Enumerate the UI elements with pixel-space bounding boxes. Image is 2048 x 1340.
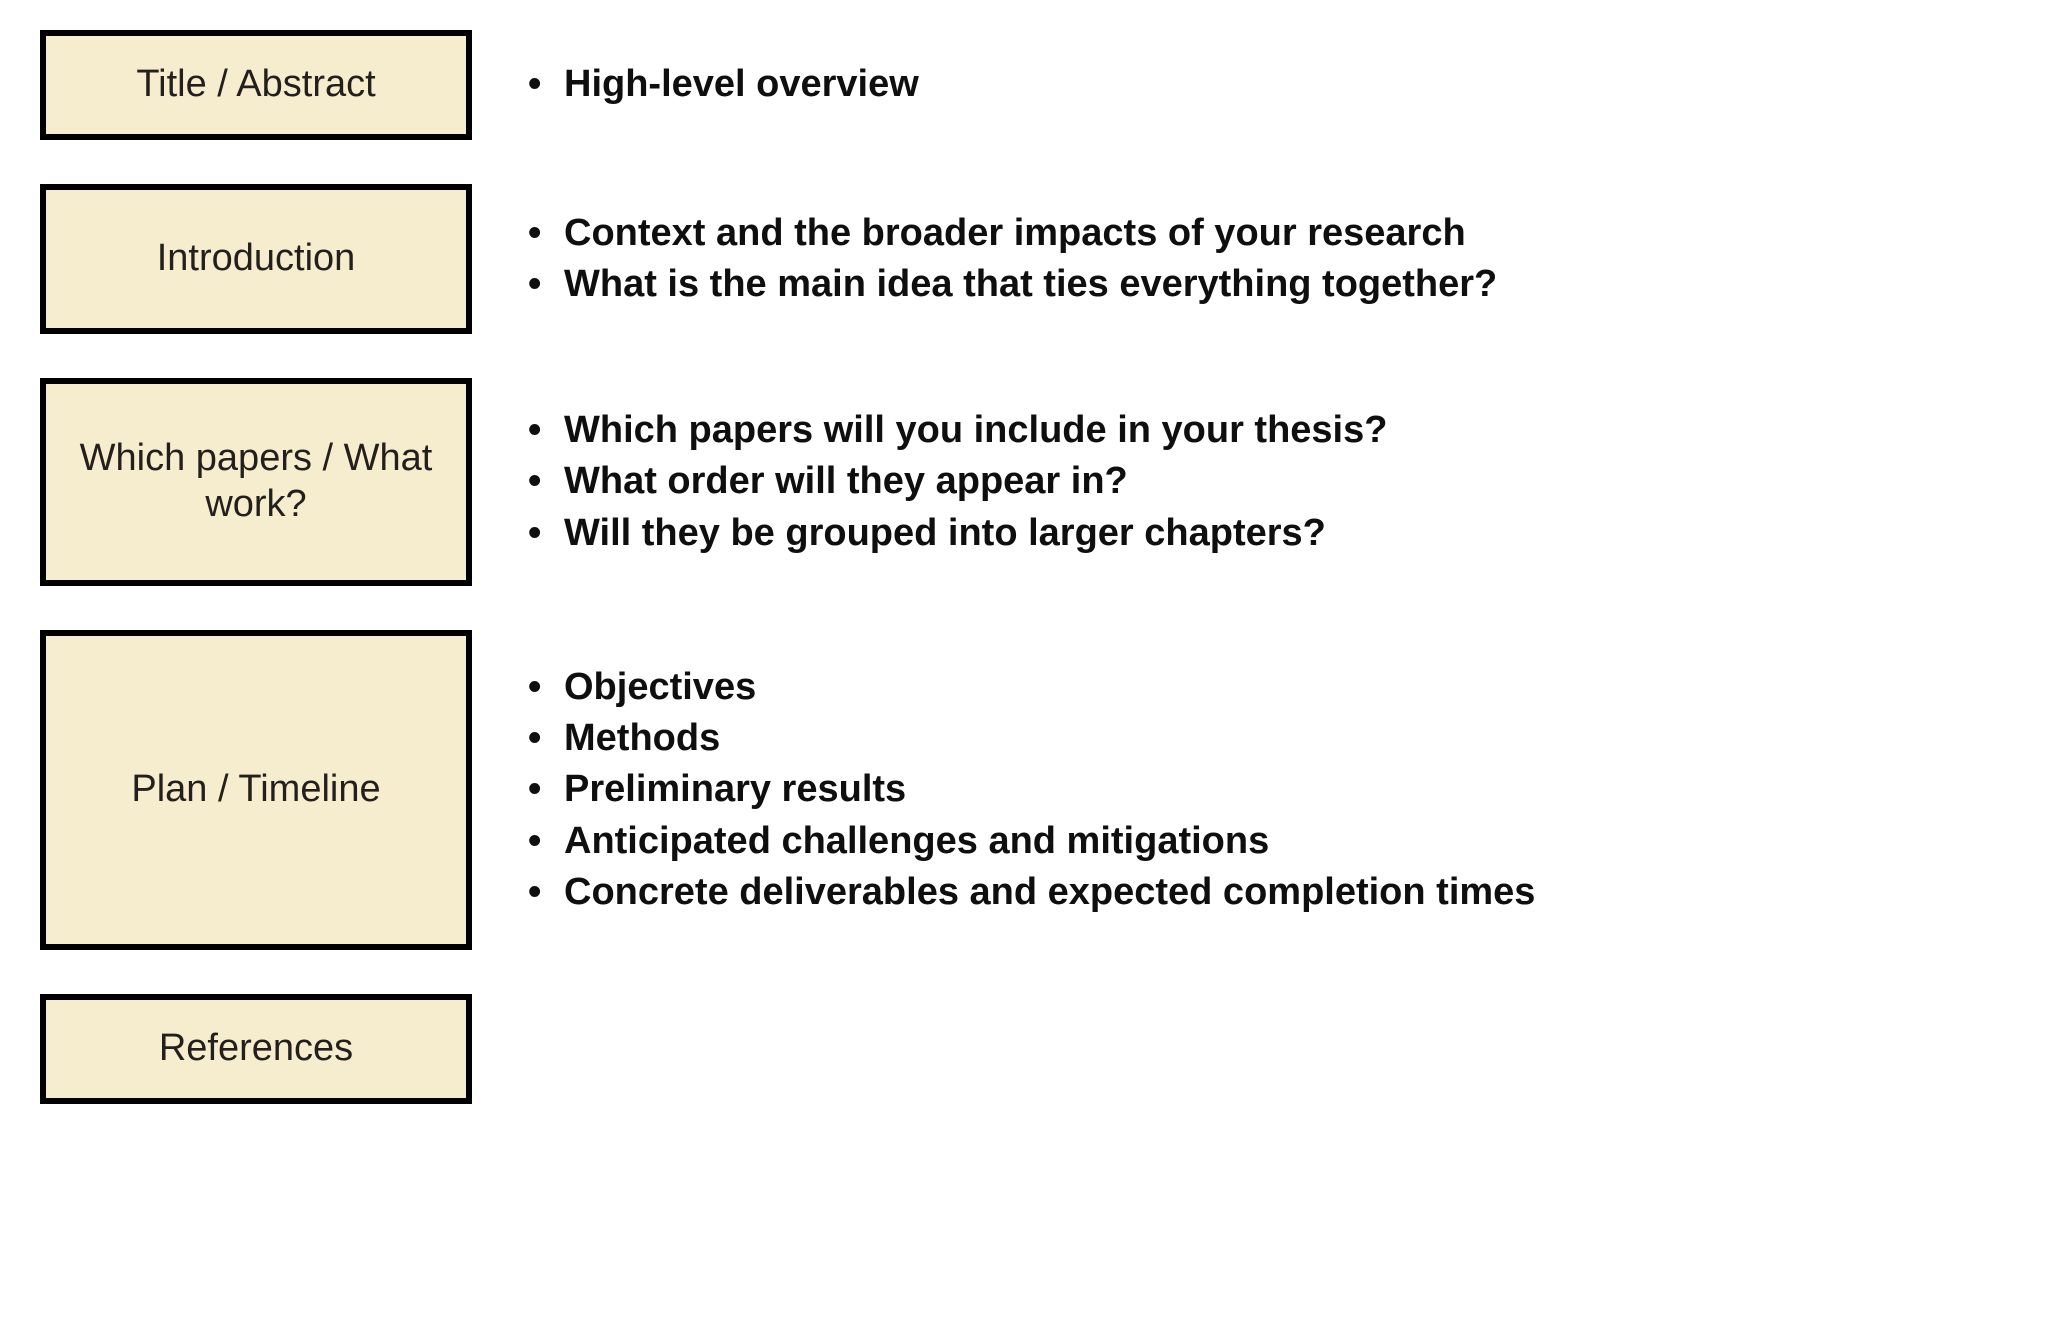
- section-box-introduction: Introduction: [40, 184, 472, 334]
- section-bullets-which-papers: Which papers will you include in your th…: [522, 405, 1387, 559]
- bullet-item: What order will they appear in?: [522, 456, 1387, 507]
- section-box-label: Title / Abstract: [136, 62, 375, 108]
- section-box-title-abstract: Title / Abstract: [40, 30, 472, 140]
- section-bullets-title-abstract: High-level overview: [522, 59, 919, 110]
- bullet-item: Which papers will you include in your th…: [522, 405, 1387, 456]
- section-row-title-abstract: Title / Abstract High-level overview: [40, 30, 2008, 140]
- bullet-item: Objectives: [522, 662, 1535, 713]
- section-row-references: References: [40, 994, 2008, 1104]
- section-row-introduction: Introduction Context and the broader imp…: [40, 184, 2008, 334]
- section-box-label: References: [159, 1026, 353, 1072]
- bullet-item: Preliminary results: [522, 764, 1535, 815]
- section-bullets-plan-timeline: Objectives Methods Preliminary results A…: [522, 662, 1535, 918]
- section-box-label: Which papers / What work?: [66, 436, 446, 527]
- section-bullets-introduction: Context and the broader impacts of your …: [522, 208, 1497, 311]
- bullet-item: What is the main idea that ties everythi…: [522, 259, 1497, 310]
- bullet-item: High-level overview: [522, 59, 919, 110]
- section-box-references: References: [40, 994, 472, 1104]
- bullet-item: Methods: [522, 713, 1535, 764]
- bullet-item: Context and the broader impacts of your …: [522, 208, 1497, 259]
- section-row-plan-timeline: Plan / Timeline Objectives Methods Preli…: [40, 630, 2008, 950]
- section-box-which-papers: Which papers / What work?: [40, 378, 472, 586]
- section-row-which-papers: Which papers / What work? Which papers w…: [40, 378, 2008, 586]
- bullet-item: Will they be grouped into larger chapter…: [522, 508, 1387, 559]
- bullet-item: Concrete deliverables and expected compl…: [522, 867, 1535, 918]
- section-box-plan-timeline: Plan / Timeline: [40, 630, 472, 950]
- section-box-label: Plan / Timeline: [131, 767, 380, 813]
- section-box-label: Introduction: [157, 236, 356, 282]
- bullet-item: Anticipated challenges and mitigations: [522, 816, 1535, 867]
